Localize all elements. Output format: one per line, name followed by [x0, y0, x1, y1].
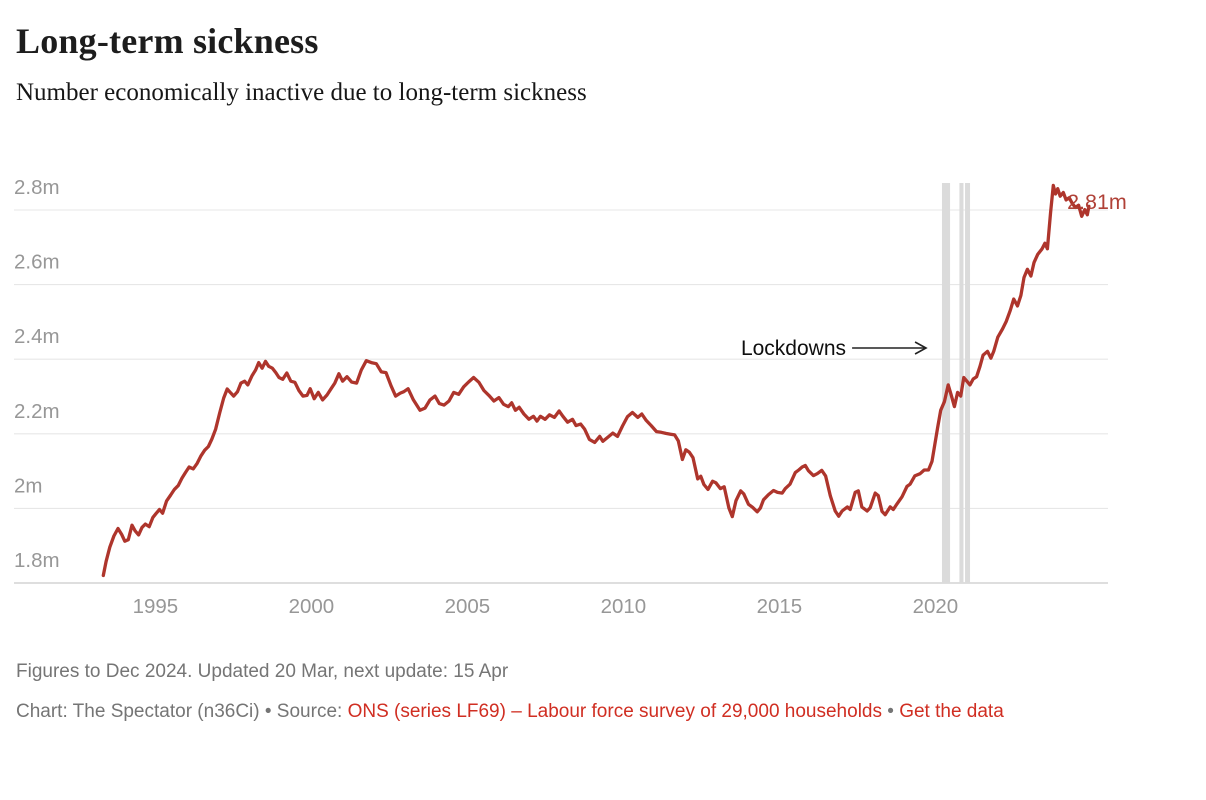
chart-header: Long-term sickness Number economically i… [16, 0, 1190, 107]
footer-note: Figures to Dec 2024. Updated 20 Mar, nex… [16, 661, 509, 682]
credit-separator: • [881, 700, 900, 722]
line-chart: 1.8m 2m 2.2m 2.4m 2.6m 2.8m 1995 2000 2005 2010 20… [14, 176, 1127, 618]
series-line [101, 183, 1091, 578]
y-tick-label: 2.2m [14, 400, 60, 423]
lockdown-band [941, 183, 951, 583]
x-tick-label: 2000 [289, 595, 335, 618]
latest-value-label: 2.81m [1067, 190, 1127, 214]
gridlines [14, 209, 1108, 584]
x-tick-label: 2015 [757, 595, 803, 618]
x-tick-label: 2020 [913, 595, 959, 618]
y-tick-label: 2m [14, 474, 42, 497]
credit-prefix: Chart: The Spectator (n36Ci) • Source: [16, 700, 348, 722]
x-tick-label: 2005 [445, 595, 491, 618]
y-axis-labels: 1.8m 2m 2.2m 2.4m 2.6m 2.8m [14, 176, 60, 572]
chart-footer: Figures to Dec 2024. Updated 20 Mar, nex… [16, 659, 1190, 725]
x-tick-label: 1995 [133, 595, 179, 618]
source-link[interactable]: ONS (series LF69) – Labour force survey … [347, 700, 882, 722]
chart-subtitle: Number economically inactive due to long… [16, 78, 587, 106]
x-tick-label: 2010 [601, 595, 647, 618]
get-the-data-link[interactable]: Get the data [899, 700, 1004, 722]
y-tick-label: 2.4m [14, 325, 60, 348]
x-axis-labels: 1995 2000 2005 2010 2015 2020 [133, 595, 959, 618]
y-tick-label: 2.8m [14, 176, 60, 199]
footer-credit: Chart: The Spectator (n36Ci) • Source: O… [16, 699, 1190, 725]
lockdown-bands [941, 183, 971, 583]
annotation-arrowhead-icon [914, 341, 928, 355]
lockdowns-annotation: Lockdowns [741, 337, 846, 360]
page-title: Long-term sickness [16, 21, 319, 61]
y-tick-label: 1.8m [14, 549, 60, 572]
y-tick-label: 2.6m [14, 251, 60, 274]
